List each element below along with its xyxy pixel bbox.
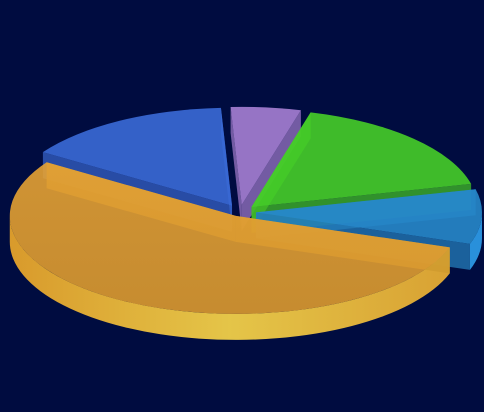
pie-slice-top-4 [42, 107, 233, 206]
pie-slice-top-3 [9, 162, 450, 314]
pie-slice-side-3-0 [9, 215, 450, 340]
pie-slice-top-1 [251, 112, 472, 207]
slices-layer [9, 106, 482, 340]
pie-slice-top-0 [230, 106, 301, 205]
pie-slice-side-2-0 [469, 212, 482, 270]
pie-slice-3 [9, 162, 450, 340]
pie-slice-top-2 [255, 189, 482, 244]
pie-slice-cut-0-0 [230, 106, 242, 231]
